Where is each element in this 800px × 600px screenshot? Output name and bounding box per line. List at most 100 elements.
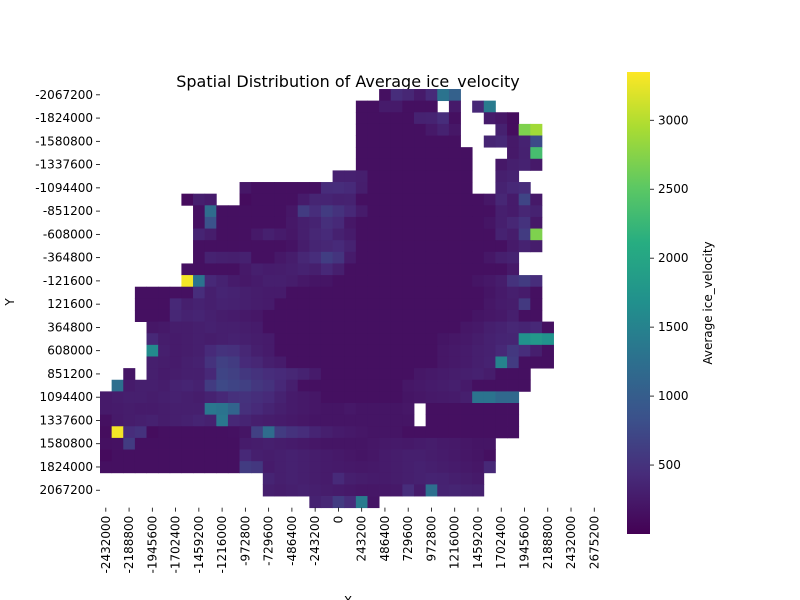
heatmap-cell xyxy=(158,298,171,311)
heatmap-cell xyxy=(507,182,520,195)
heatmap-cell xyxy=(367,368,380,381)
heatmap-cell xyxy=(390,251,403,264)
heatmap-cell xyxy=(355,472,368,485)
heatmap-cell xyxy=(437,484,450,497)
heatmap-cell xyxy=(355,379,368,392)
heatmap-cell xyxy=(297,379,310,392)
heatmap-cell xyxy=(437,147,450,160)
heatmap-cell xyxy=(344,496,357,509)
heatmap-cell xyxy=(355,368,368,381)
heatmap-cell xyxy=(472,484,485,497)
heatmap-cell xyxy=(274,472,287,485)
heatmap-cell xyxy=(344,391,357,404)
heatmap-cell xyxy=(286,275,299,288)
heatmap-cell xyxy=(193,286,206,299)
heatmap-cell xyxy=(309,251,322,264)
heatmap-cell xyxy=(274,228,287,241)
heatmap-cell xyxy=(111,426,124,439)
heatmap-cell xyxy=(262,216,275,229)
heatmap-cell xyxy=(379,437,392,450)
heatmap-cell xyxy=(495,240,508,253)
heatmap-cell xyxy=(344,344,357,357)
heatmap-cell xyxy=(100,449,113,462)
heatmap-cell xyxy=(355,356,368,369)
heatmap-cell xyxy=(123,379,136,392)
heatmap-cell xyxy=(425,275,438,288)
heatmap-cell xyxy=(123,391,136,404)
heatmap-cell xyxy=(518,193,531,206)
heatmap-cell xyxy=(193,379,206,392)
heatmap-cell xyxy=(402,123,415,136)
heatmap-cell xyxy=(344,170,357,183)
heatmap-cell xyxy=(379,182,392,195)
x-tick-label: -2188800 xyxy=(122,516,136,574)
heatmap-cell xyxy=(227,309,240,322)
heatmap-cell xyxy=(100,437,113,450)
heatmap-cell xyxy=(425,461,438,474)
heatmap-cell xyxy=(379,309,392,322)
heatmap-cell xyxy=(320,356,333,369)
heatmap-cell xyxy=(414,240,427,253)
heatmap-cell xyxy=(495,426,508,439)
heatmap-cell xyxy=(460,228,473,241)
heatmap-cell xyxy=(344,240,357,253)
heatmap-cell xyxy=(262,414,275,427)
heatmap-cell xyxy=(483,356,496,369)
heatmap-cell xyxy=(460,426,473,439)
heatmap-cell xyxy=(251,426,264,439)
heatmap-cell xyxy=(437,170,450,183)
heatmap-cell xyxy=(123,437,136,450)
heatmap-cell xyxy=(402,484,415,497)
heatmap-cell xyxy=(227,251,240,264)
heatmap-cell xyxy=(379,205,392,218)
heatmap-cell xyxy=(332,309,345,322)
heatmap-cell xyxy=(169,333,182,346)
heatmap-cell xyxy=(181,368,194,381)
heatmap-cell xyxy=(193,263,206,276)
colorbar-label: Average ice_velocity xyxy=(701,241,715,364)
heatmap-cell xyxy=(448,263,461,276)
heatmap-cell xyxy=(425,379,438,392)
heatmap-cell xyxy=(425,344,438,357)
heatmap-cell xyxy=(344,333,357,346)
heatmap-cell xyxy=(111,461,124,474)
heatmap-cell xyxy=(460,449,473,462)
heatmap-cell xyxy=(448,368,461,381)
heatmap-cell xyxy=(309,461,322,474)
colorbar-tick-label: 2500 xyxy=(658,182,689,196)
heatmap-cell xyxy=(181,356,194,369)
heatmap-cell xyxy=(507,333,520,346)
heatmap-cell xyxy=(297,368,310,381)
heatmap-cell xyxy=(169,437,182,450)
heatmap-cell xyxy=(518,182,531,195)
heatmap-cell xyxy=(367,426,380,439)
heatmap-cell xyxy=(355,147,368,160)
heatmap-cell xyxy=(425,240,438,253)
heatmap-cell xyxy=(541,356,554,369)
heatmap-cell xyxy=(414,158,427,171)
heatmap-cell xyxy=(495,112,508,125)
heatmap-cell xyxy=(507,123,520,136)
heatmap-cell xyxy=(286,216,299,229)
heatmap-cell xyxy=(379,89,392,102)
heatmap-cell xyxy=(193,193,206,206)
heatmap-cell xyxy=(518,368,531,381)
heatmap-cell xyxy=(146,449,159,462)
heatmap-cell xyxy=(495,298,508,311)
x-tick-label: -972800 xyxy=(238,516,252,566)
heatmap-cell xyxy=(332,333,345,346)
heatmap-cell xyxy=(332,449,345,462)
heatmap-cell xyxy=(507,228,520,241)
heatmap-cell xyxy=(262,426,275,439)
heatmap-cell xyxy=(414,263,427,276)
heatmap-cell xyxy=(530,321,543,334)
heatmap-cell xyxy=(367,240,380,253)
heatmap-cell xyxy=(448,321,461,334)
heatmap-cell xyxy=(402,379,415,392)
heatmap-cell xyxy=(286,484,299,497)
heatmap-cell xyxy=(390,240,403,253)
heatmap-cell xyxy=(309,216,322,229)
heatmap-cell xyxy=(414,333,427,346)
heatmap-cell xyxy=(274,403,287,416)
heatmap-cell xyxy=(425,403,438,416)
